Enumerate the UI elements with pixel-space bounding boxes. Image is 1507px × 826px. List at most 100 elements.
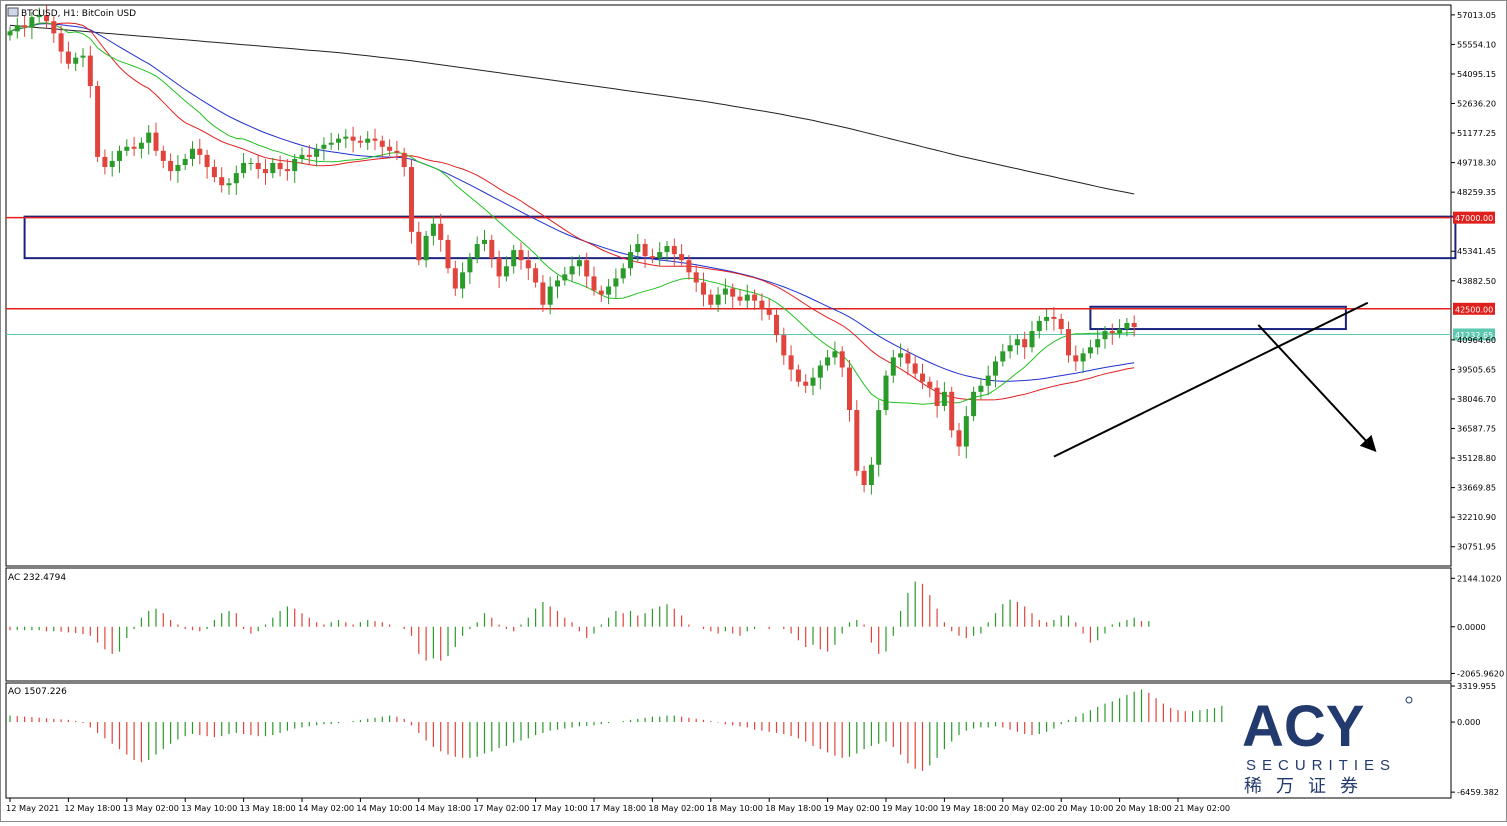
candle-body: [482, 239, 487, 244]
time-tick-label: 19 May 18:00: [940, 803, 996, 813]
candle-body: [175, 164, 181, 172]
candle-body: [576, 260, 582, 267]
candle-body: [328, 142, 334, 145]
price-tick-label: 35128.80: [1457, 453, 1496, 463]
candle-body: [664, 246, 670, 253]
price-tick-label: 51177.25: [1457, 128, 1496, 138]
price-tick-label: 38046.70: [1457, 394, 1496, 404]
candle-body: [1073, 355, 1079, 362]
candle-body: [642, 243, 648, 257]
candle-body: [978, 385, 984, 392]
candle-body: [671, 246, 677, 255]
candle-body: [540, 282, 546, 305]
candle-body: [248, 162, 254, 164]
candle-body: [336, 138, 341, 143]
candle-body: [80, 55, 86, 58]
candle-body: [679, 254, 685, 261]
candle-body: [138, 142, 144, 149]
candle-body: [868, 464, 874, 485]
candle-body: [1051, 316, 1057, 319]
candle-body: [905, 353, 911, 364]
candle-body: [423, 235, 429, 261]
candle-body: [1087, 347, 1093, 354]
logo-cn: 稀万证券: [1244, 776, 1372, 797]
candle-body: [613, 278, 619, 287]
candle-body: [65, 51, 71, 64]
candle-body: [562, 274, 568, 281]
candle-body: [401, 152, 407, 168]
price-level-tag: [1453, 302, 1495, 315]
trend-line: [1053, 301, 1369, 458]
candle-body: [934, 387, 940, 407]
candle-body: [226, 183, 232, 186]
candle-body: [1044, 316, 1050, 321]
candle-body: [168, 160, 174, 172]
candle-body: [299, 154, 305, 159]
candle-body: [452, 268, 458, 289]
candle-body: [233, 173, 239, 184]
price-tick-label: 40964.60: [1457, 335, 1496, 345]
candle-body: [350, 136, 356, 141]
candle-body: [927, 381, 933, 388]
candle-body: [847, 367, 852, 411]
time-tick-label: 21 May 02:00: [1174, 803, 1230, 813]
candle-body: [394, 150, 400, 153]
candle-body: [1058, 318, 1064, 330]
candle-body: [306, 154, 312, 157]
time-tick-label: 20 May 02:00: [999, 803, 1055, 813]
ao-indicator-label: AO 1507.226: [8, 687, 67, 697]
candle-body: [387, 146, 393, 151]
candle-body: [1022, 339, 1028, 348]
candle-body: [547, 286, 553, 305]
time-tick-label: 17 May 10:00: [532, 803, 588, 813]
candle-body: [795, 369, 801, 382]
candle-body: [584, 260, 590, 277]
candle-body: [36, 15, 42, 18]
time-tick-label: 18 May 02:00: [648, 803, 704, 813]
candle-body: [1124, 322, 1130, 330]
logo-sub: SECURITIES: [1246, 757, 1396, 774]
candle-body: [430, 223, 436, 236]
candle-body: [409, 167, 414, 232]
candle-body: [920, 373, 925, 382]
time-tick-label: 19 May 02:00: [824, 803, 880, 813]
candle-body: [912, 363, 918, 374]
time-tick-label: 17 May 18:00: [590, 803, 646, 813]
price-level-tag: [1453, 211, 1495, 224]
zone-box: [1089, 305, 1347, 331]
time-tick-label: 19 May 10:00: [882, 803, 938, 813]
ma-blue-line: [9, 23, 1135, 382]
candle-body: [241, 162, 247, 174]
candle-body: [715, 294, 721, 305]
candle-body: [1066, 329, 1071, 356]
candle-body: [985, 375, 991, 386]
candle-body: [153, 132, 159, 151]
candle-body: [591, 276, 597, 291]
candle-body: [730, 288, 736, 297]
candle-body: [343, 136, 349, 139]
candle-body: [270, 162, 276, 174]
candle-body: [146, 132, 152, 143]
candle-body: [941, 391, 947, 407]
candle-body: [22, 25, 28, 28]
candle-body: [890, 357, 896, 376]
candle-body: [190, 148, 195, 159]
candle-body: [445, 239, 451, 269]
price-level-label: 42500.00: [1455, 305, 1493, 314]
time-tick-label: 20 May 10:00: [1057, 803, 1113, 813]
candle-body: [263, 169, 268, 174]
candle-body: [649, 256, 655, 259]
candle-body: [357, 140, 363, 143]
ac-tick-label: 2144.1020: [1457, 573, 1501, 583]
candle-body: [204, 154, 210, 168]
candle-body: [474, 243, 480, 259]
candle-body: [722, 288, 728, 295]
candle-body: [1080, 353, 1086, 362]
candle-body: [949, 391, 955, 431]
candle-body: [197, 148, 203, 155]
candle-body: [1014, 339, 1020, 346]
candle-body: [956, 430, 962, 447]
time-tick-label: 14 May 10:00: [356, 803, 412, 813]
